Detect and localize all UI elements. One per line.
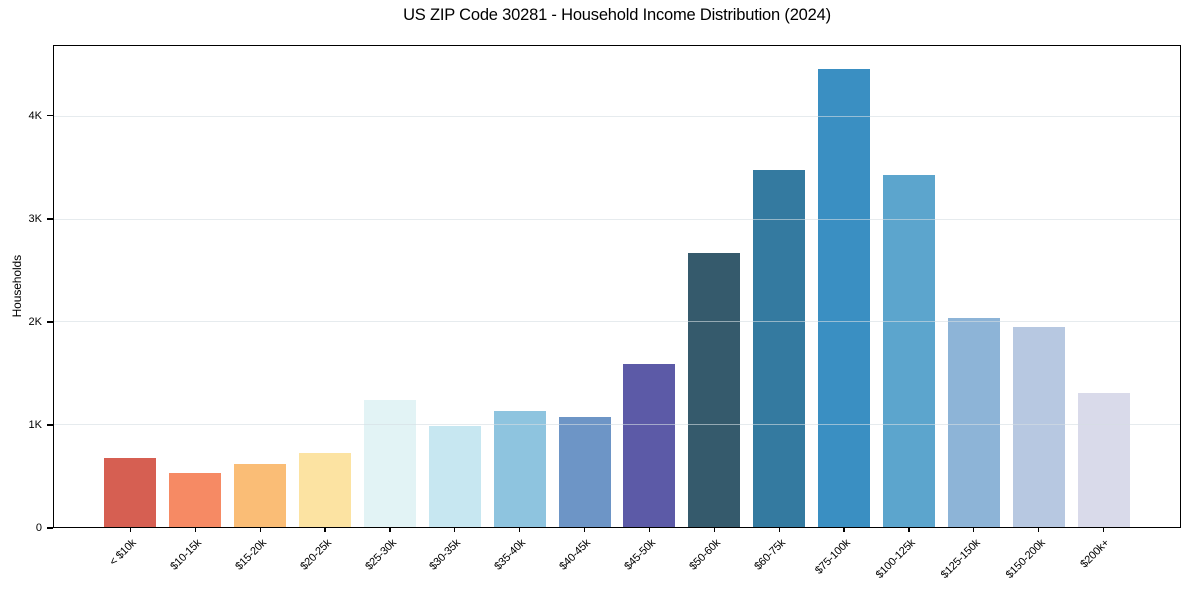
x-tick-label-40-45k: $40-45k: [557, 537, 594, 573]
x-tick-mark-200k: [1102, 527, 1105, 532]
x-tick-mark-30-35k: [454, 527, 456, 532]
bar-30-35k: [428, 426, 481, 527]
x-tick-mark-15-20k: [259, 527, 261, 532]
bar-10k: [104, 458, 157, 527]
bar-slot-125-150k: $125-150k: [938, 46, 1006, 581]
bar-slot-200k: $200k+: [1071, 46, 1136, 570]
bar-45-50k: [623, 364, 676, 527]
x-tick-mark-125-150k: [973, 527, 975, 532]
y-tick-mark-4k: [47, 115, 53, 117]
bar-slot-50-60k: $50-60k: [682, 46, 747, 573]
plot-area: < $10k $10-15k $15-20k $20-25k $25-30k $30-35…: [53, 45, 1181, 581]
x-tick-label-10-15k: $10-15k: [168, 537, 204, 573]
bar-60-75k: [753, 169, 806, 527]
bar-100-125k: [882, 174, 935, 527]
x-tick-mark-75-100k: [843, 527, 845, 532]
y-tick-label-4k: 4K: [28, 109, 42, 122]
x-tick-label-15-20k: $15-20k: [233, 537, 269, 573]
x-tick-label-10k: < $10k: [107, 537, 139, 569]
x-tick-mark-100-125k: [908, 527, 910, 532]
x-tick-mark-45-50k: [648, 527, 651, 532]
bar-50-60k: [688, 253, 741, 527]
bar-35-40k: [493, 410, 546, 527]
y-axis: 0 1K 2K 3K 4K: [0, 45, 53, 534]
bar-slot-150-200k: $150-200k: [1003, 46, 1071, 581]
x-tick-label-100-125k: $100-125k: [873, 537, 918, 581]
x-tick-mark-20-25k: [324, 527, 326, 532]
bar-slot-60-75k: $60-75k: [747, 46, 812, 573]
x-tick-label-150-200k: $150-200k: [1003, 537, 1048, 581]
x-tick-label-45-50k: $45-50k: [622, 537, 658, 573]
y-tick-mark-3k: [47, 218, 53, 220]
bar-slot-45-50k: $45-50k: [617, 46, 682, 573]
bar-slot-10-15k: $10-15k: [163, 46, 228, 573]
bar-slot-30-35k: $30-35k: [422, 46, 487, 573]
bar-slot-25-30k: $25-30k: [358, 46, 423, 573]
bar-slot-35-40k: $35-40k: [487, 46, 552, 573]
y-tick-label-2k: 2K: [28, 315, 42, 328]
x-tick-mark-60-75k: [778, 527, 780, 532]
bar-125-150k: [947, 317, 1000, 527]
chart-title: US ZIP Code 30281 - Household Income Dis…: [403, 6, 831, 24]
bar-slot-40-45k: $40-45k: [552, 46, 617, 573]
x-tick-mark-150-200k: [1038, 527, 1040, 532]
bar-slot-20-25k: $20-25k: [293, 46, 358, 573]
bar-75-100k: [818, 68, 870, 527]
x-tick-label-75-100k: $75-100k: [812, 537, 853, 577]
bar-slot-75-100k: $75-100k: [812, 46, 877, 577]
bar-slot-10k: < $10k: [98, 46, 163, 568]
x-tick-mark-25-30k: [389, 527, 391, 532]
x-tick-label-20-25k: $20-25k: [297, 537, 334, 573]
x-tick-label-30-35k: $30-35k: [427, 537, 464, 573]
y-tick-mark-0: [47, 527, 53, 529]
x-tick-label-125-150k: $125-150k: [938, 537, 983, 581]
bar-20-25k: [299, 453, 351, 527]
x-tick-label-200k: $200k+: [1078, 537, 1113, 571]
bars-row: < $10k $10-15k $15-20k $20-25k $25-30k $30-35…: [54, 46, 1180, 581]
y-tick-label-1k: 1K: [28, 418, 42, 431]
x-tick-mark-35-40k: [519, 527, 521, 532]
y-tick-mark-2k: [47, 321, 53, 323]
bar-150-200k: [1012, 326, 1065, 527]
bar-15-20k: [234, 464, 287, 527]
x-tick-mark-10k: [129, 527, 132, 532]
y-tick-label-3k: 3K: [28, 212, 42, 225]
y-tick-label-0: 0: [35, 522, 42, 534]
y-tick-mark-1k: [47, 424, 53, 426]
bar-10-15k: [169, 473, 222, 527]
x-tick-mark-40-45k: [583, 527, 586, 532]
x-tick-label-35-40k: $35-40k: [492, 537, 529, 573]
bar-25-30k: [363, 399, 416, 527]
x-tick-mark-50-60k: [713, 527, 715, 532]
bar-200k: [1077, 392, 1130, 527]
x-tick-mark-10-15k: [194, 527, 196, 532]
x-tick-label-50-60k: $50-60k: [687, 537, 723, 573]
bar-slot-15-20k: $15-20k: [228, 46, 293, 573]
x-tick-label-60-75k: $60-75k: [752, 537, 788, 573]
bar-40-45k: [558, 417, 611, 527]
x-tick-label-25-30k: $25-30k: [362, 537, 399, 573]
bar-slot-100-125k: $100-125k: [873, 46, 942, 581]
